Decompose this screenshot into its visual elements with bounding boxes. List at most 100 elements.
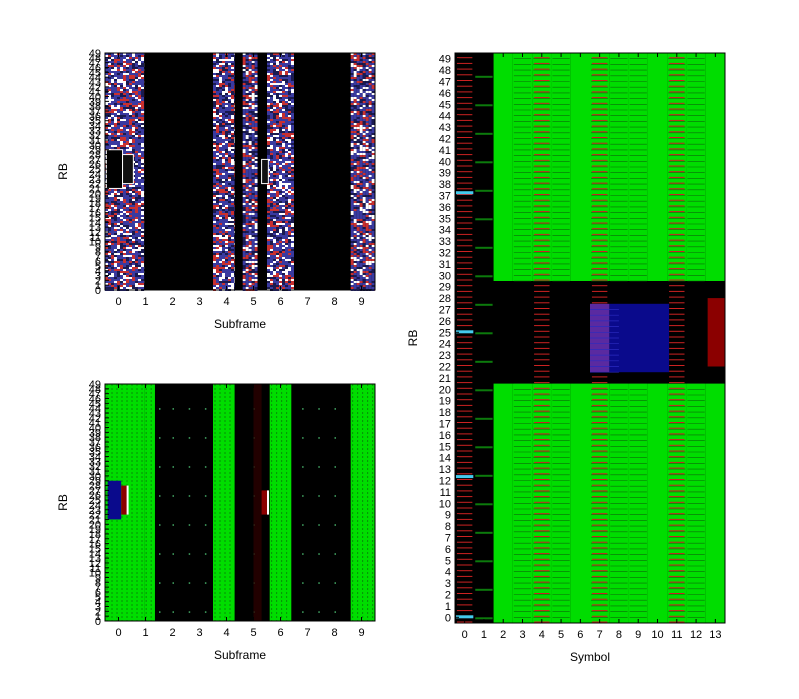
random-cell <box>276 151 279 153</box>
random-cell <box>111 101 114 103</box>
random-cell <box>129 75 132 77</box>
random-cell <box>254 259 258 261</box>
random-cell <box>141 181 144 183</box>
random-cell <box>254 147 258 149</box>
random-cell <box>273 181 276 183</box>
random-cell <box>288 255 291 257</box>
random-cell <box>350 75 354 77</box>
random-cell <box>353 251 357 253</box>
random-cell <box>365 249 369 251</box>
random-cell <box>216 79 219 81</box>
random-cell <box>353 271 357 273</box>
random-cell <box>353 215 357 217</box>
random-cell <box>276 257 279 259</box>
random-cell <box>114 73 117 75</box>
random-cell <box>242 159 246 161</box>
random-cell <box>276 107 279 109</box>
random-cell <box>108 197 111 199</box>
random-cell <box>117 115 120 117</box>
random-cell <box>362 159 366 161</box>
random-cell <box>111 235 114 237</box>
random-cell <box>248 147 252 149</box>
random-cell <box>114 91 117 93</box>
random-cell <box>365 263 369 265</box>
random-cell <box>353 81 357 83</box>
random-cell <box>285 263 288 265</box>
random-cell <box>138 81 141 83</box>
random-cell <box>141 187 144 189</box>
random-cell <box>353 67 357 69</box>
random-cell <box>353 127 357 129</box>
random-cell <box>276 231 279 233</box>
random-cell <box>276 209 279 211</box>
random-cell <box>117 57 120 59</box>
random-cell <box>251 211 255 213</box>
random-cell <box>291 205 294 207</box>
random-cell <box>254 191 258 193</box>
random-cell <box>254 73 258 75</box>
random-cell <box>248 87 252 89</box>
random-cell <box>216 197 219 199</box>
random-cell <box>353 185 357 187</box>
random-cell <box>350 57 354 59</box>
random-cell <box>111 111 114 113</box>
random-cell <box>225 171 228 173</box>
random-cell <box>254 151 258 153</box>
random-cell <box>225 207 228 209</box>
random-cell <box>242 109 246 111</box>
random-cell <box>135 147 138 149</box>
random-cell <box>362 199 366 201</box>
random-cell <box>279 83 282 85</box>
random-cell <box>282 241 285 243</box>
random-cell <box>285 199 288 201</box>
random-cell <box>132 53 135 55</box>
random-cell <box>288 253 291 255</box>
random-cell <box>291 217 294 219</box>
random-cell <box>267 249 270 251</box>
random-cell <box>132 145 135 147</box>
random-cell <box>248 83 252 85</box>
random-cell <box>279 57 282 59</box>
random-cell <box>365 181 369 183</box>
random-cell <box>285 251 288 253</box>
random-cell <box>350 273 354 275</box>
random-cell <box>105 269 108 271</box>
random-cell <box>129 241 132 243</box>
random-cell <box>350 287 354 289</box>
random-cell <box>105 223 108 225</box>
random-cell <box>353 125 357 127</box>
random-cell <box>359 111 363 113</box>
random-cell <box>254 209 258 211</box>
random-cell <box>105 203 108 205</box>
random-cell <box>353 91 357 93</box>
random-cell <box>126 147 129 149</box>
random-cell <box>251 129 255 131</box>
random-cell <box>225 239 228 241</box>
random-cell <box>126 115 129 117</box>
random-cell <box>359 223 363 225</box>
random-cell <box>362 89 366 91</box>
random-cell <box>350 235 354 237</box>
random-cell <box>219 199 222 201</box>
random-cell <box>288 207 291 209</box>
random-cell <box>216 77 219 79</box>
random-cell <box>141 73 144 75</box>
random-cell <box>288 237 291 239</box>
random-cell <box>126 89 129 91</box>
random-cell <box>282 207 285 209</box>
random-cell <box>267 227 270 229</box>
random-cell <box>248 245 252 247</box>
random-cell <box>365 229 369 231</box>
random-cell <box>285 277 288 279</box>
random-cell <box>350 115 354 117</box>
random-cell <box>270 217 273 219</box>
random-cell <box>216 191 219 193</box>
random-cell <box>225 273 228 275</box>
random-cell <box>216 115 219 117</box>
random-cell <box>356 215 360 217</box>
random-cell <box>231 113 234 115</box>
random-cell <box>219 243 222 245</box>
random-cell <box>279 155 282 157</box>
random-cell <box>288 55 291 57</box>
random-cell <box>365 99 369 101</box>
